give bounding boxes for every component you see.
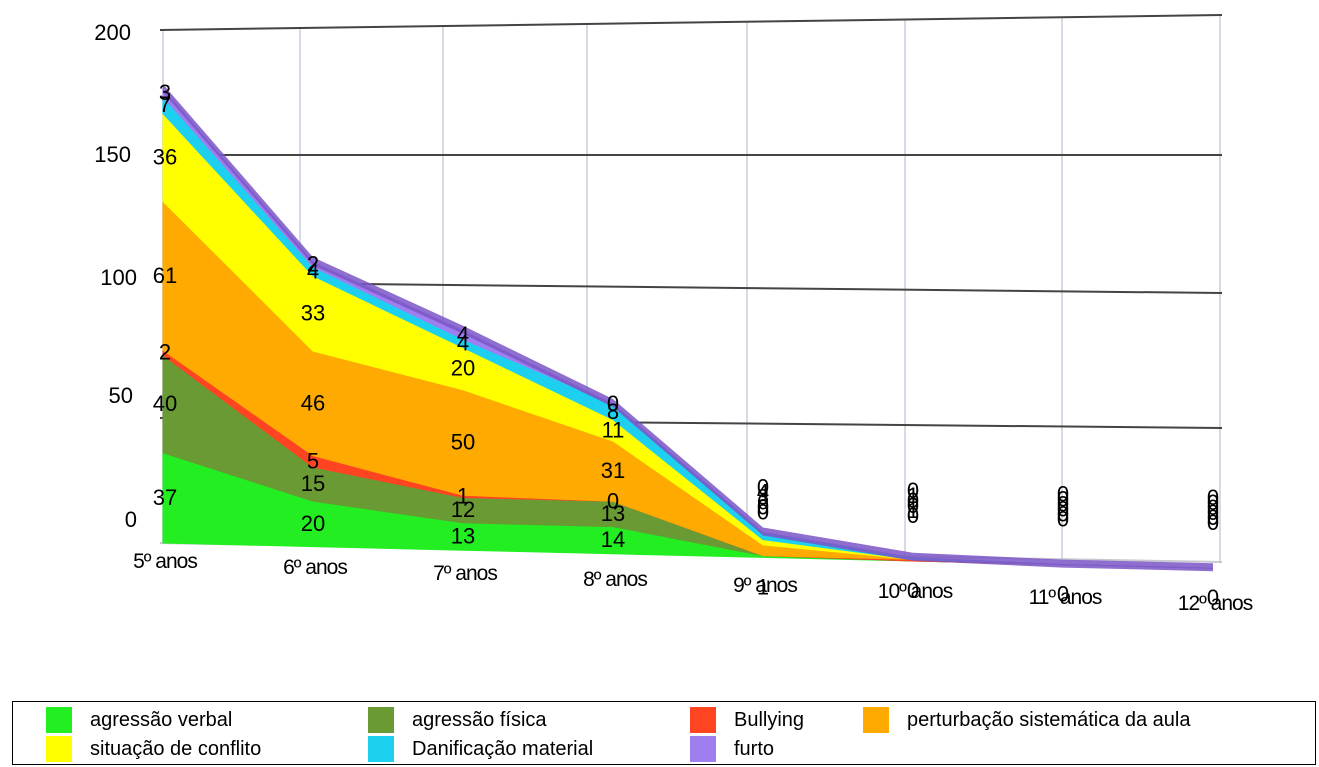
data-label: 4	[457, 322, 469, 347]
data-label: 0	[757, 494, 769, 519]
data-label: 0	[907, 488, 919, 513]
data-label: 61	[153, 263, 177, 288]
data-label: 1	[907, 483, 919, 508]
y-tick-label: 100	[100, 265, 137, 290]
data-label: 0	[1057, 492, 1069, 517]
data-label: 0	[607, 488, 619, 513]
legend-swatch	[690, 736, 716, 762]
data-label: 3	[159, 80, 171, 105]
data-label: 33	[301, 300, 325, 325]
data-label: 0	[907, 478, 919, 503]
legend-label: Bullying	[734, 708, 805, 731]
x-tick-label: 11º anos	[1029, 586, 1102, 609]
data-label: 0	[907, 578, 919, 603]
grid-hline	[159, 14, 1223, 31]
data-label: 8	[607, 399, 619, 424]
data-label: 0	[1057, 582, 1069, 607]
data-label: 2	[159, 340, 171, 365]
x-tick-label: 7º anos	[433, 562, 497, 585]
x-tick-label: 10º anos	[878, 580, 953, 603]
x-tick-label: 9º anos	[733, 574, 797, 597]
data-label: 0	[1207, 585, 1219, 610]
data-label: 0	[1057, 502, 1069, 527]
legend-item-agressao-fisica: agressão física	[368, 706, 547, 734]
chart-areas	[162, 84, 1214, 572]
data-label: 50	[451, 430, 475, 455]
data-label: 37	[153, 485, 177, 510]
legend-item-perturbacao: perturbação sistemática da aula	[863, 706, 1191, 734]
data-label: 46	[301, 390, 325, 415]
legend-item-situacao-conflito: situação de conflito	[46, 735, 261, 763]
data-label: 20	[451, 356, 475, 381]
legend-swatch	[46, 707, 72, 733]
data-label: 4	[757, 479, 769, 504]
legend-swatch	[46, 736, 72, 762]
data-label: 0	[907, 493, 919, 518]
data-label: 0	[607, 391, 619, 416]
legend-label: agressão verbal	[90, 708, 233, 731]
data-label: 1	[457, 483, 469, 508]
legend-swatch	[368, 736, 394, 762]
data-label: 13	[601, 501, 625, 526]
data-label: 0	[757, 474, 769, 499]
data-label: 0	[1207, 500, 1219, 525]
data-label: 1	[757, 574, 769, 599]
legend-label: perturbação sistemática da aula	[907, 708, 1191, 731]
legend-label: agressão física	[412, 708, 547, 731]
y-tick-label: 0	[125, 507, 137, 532]
data-label: 4	[457, 330, 469, 355]
data-label: 15	[301, 471, 325, 496]
data-label: 3	[757, 484, 769, 509]
legend-item-danificacao: Danificação material	[368, 735, 593, 763]
legend-label: Danificação material	[412, 737, 594, 760]
x-tick-label: 6º anos	[283, 556, 347, 579]
legend-swatch	[863, 707, 889, 733]
x-tick-label: 12º anos	[1178, 592, 1253, 615]
x-axis: 5º anos 6º anos 7º anos 8º anos 9º anos 10º a…	[133, 550, 1254, 615]
data-label: 0	[1207, 490, 1219, 515]
legend-item-agressao-verbal: agressão verbal	[46, 706, 232, 734]
legend: agressão verbal agressão física Bullying…	[12, 701, 1316, 765]
data-label: 0	[1057, 497, 1069, 522]
data-label: 31	[601, 458, 625, 483]
data-label: 5	[307, 448, 319, 473]
data-label: 4	[307, 258, 319, 283]
data-label: 11	[602, 417, 625, 442]
data-label: 12	[451, 497, 475, 522]
data-label: 0	[1057, 507, 1069, 532]
legend-label: situação de conflito	[90, 737, 262, 760]
legend-item-furto: furto	[690, 735, 774, 763]
data-label: 14	[601, 527, 625, 552]
legend-swatch	[690, 707, 716, 733]
data-label: 6	[757, 489, 769, 514]
data-label: 36	[153, 145, 177, 170]
legend-label: furto	[734, 737, 775, 760]
y-tick-label: 50	[109, 383, 133, 408]
data-label: 0	[757, 499, 769, 524]
y-tick-label: 150	[94, 142, 131, 167]
data-label: 0	[1207, 485, 1219, 510]
data-label: 2	[307, 252, 319, 277]
data-label: 1	[907, 498, 919, 523]
data-label: 0	[1207, 495, 1219, 520]
data-label: 0	[1207, 505, 1219, 530]
data-label: 0	[1057, 482, 1069, 507]
data-label: 0	[1057, 487, 1069, 512]
data-label: 13	[451, 524, 475, 549]
data-label: 7	[159, 92, 171, 117]
y-axis: 0 50 100 150 200	[94, 20, 137, 532]
legend-swatch	[368, 707, 394, 733]
y-tick-label: 200	[94, 20, 131, 45]
data-label: 40	[153, 391, 177, 416]
x-tick-label: 5º anos	[133, 550, 197, 573]
legend-item-bullying: Bullying	[690, 706, 804, 734]
data-label: 0	[1207, 510, 1219, 535]
data-label: 0	[907, 503, 919, 528]
x-tick-label: 8º anos	[583, 568, 647, 591]
data-label: 20	[301, 511, 325, 536]
